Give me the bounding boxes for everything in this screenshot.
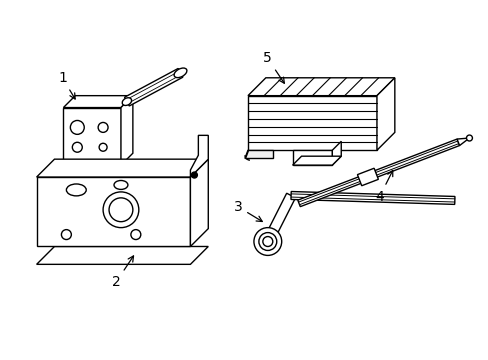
Polygon shape [190,159,208,247]
Ellipse shape [174,68,186,78]
Polygon shape [263,193,295,244]
Circle shape [466,135,471,141]
Circle shape [70,121,84,134]
Polygon shape [190,135,208,177]
Circle shape [258,233,276,251]
Circle shape [109,198,133,222]
Circle shape [98,122,108,132]
Polygon shape [244,150,272,158]
Polygon shape [357,168,378,186]
Polygon shape [124,68,183,106]
Ellipse shape [122,98,131,105]
Polygon shape [456,138,468,145]
Text: 1: 1 [58,71,75,99]
Polygon shape [247,96,376,150]
Circle shape [253,228,281,255]
Circle shape [131,230,141,239]
Polygon shape [292,156,341,165]
Text: 5: 5 [263,51,284,83]
Polygon shape [121,96,133,165]
Ellipse shape [114,180,128,189]
Ellipse shape [66,184,86,196]
Circle shape [61,230,71,239]
Circle shape [72,142,82,152]
Polygon shape [37,247,208,264]
Polygon shape [290,192,454,204]
Circle shape [99,143,107,151]
Text: 2: 2 [111,256,133,289]
Circle shape [103,192,139,228]
Text: 3: 3 [233,200,262,221]
Polygon shape [332,141,341,165]
Text: 4: 4 [375,171,392,203]
Polygon shape [63,96,133,108]
Circle shape [263,237,272,247]
Polygon shape [376,78,394,150]
Polygon shape [37,177,190,247]
Polygon shape [297,139,459,207]
Polygon shape [37,159,208,177]
Polygon shape [247,78,394,96]
Polygon shape [292,150,332,165]
Circle shape [191,172,197,178]
Polygon shape [63,108,121,165]
